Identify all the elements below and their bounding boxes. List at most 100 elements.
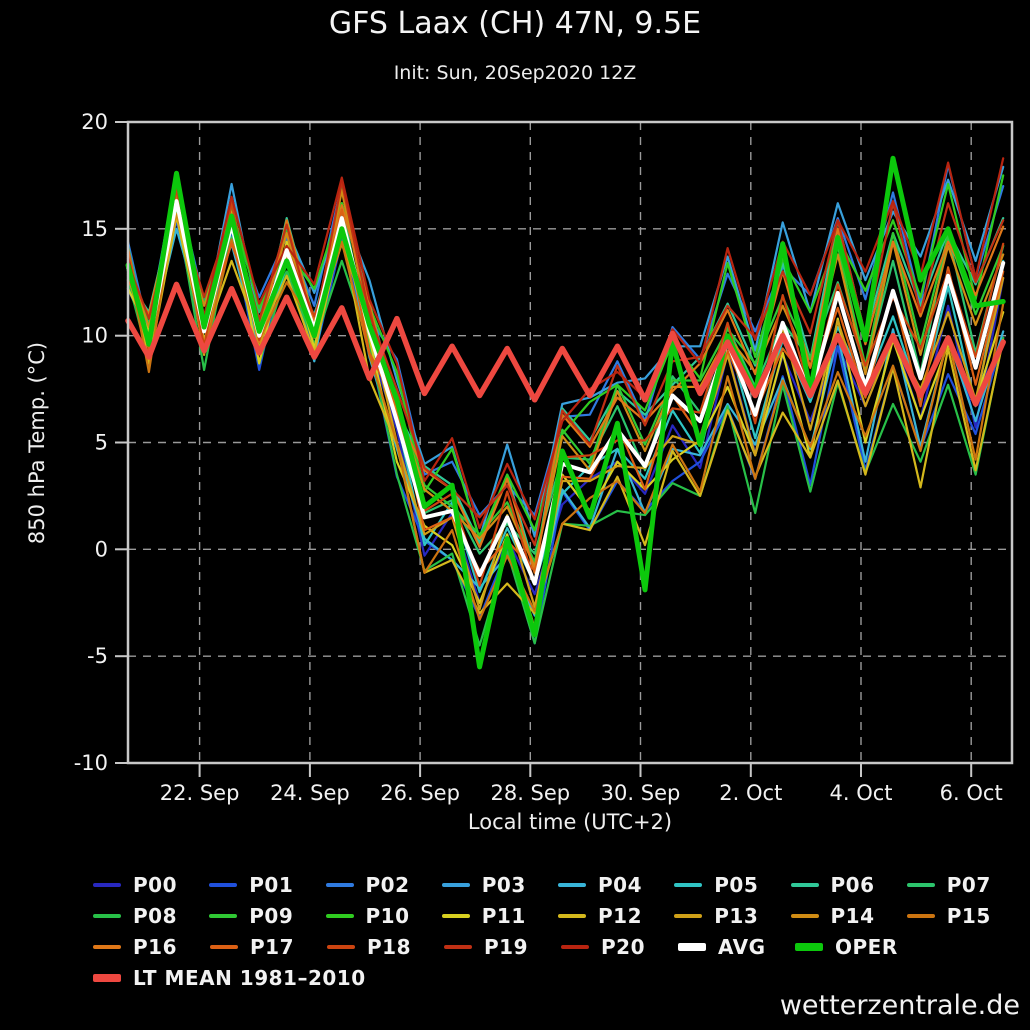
legend-item-p14: P14 bbox=[790, 903, 907, 928]
page-title: GFS Laax (CH) 47N, 9.5E bbox=[328, 6, 702, 41]
legend-line-swatch bbox=[678, 942, 706, 951]
y-tick-label: 0 bbox=[95, 537, 108, 561]
x-tick-label: 30. Sep bbox=[601, 781, 681, 805]
legend-item-p04: P04 bbox=[558, 873, 674, 897]
init-subtitle: Init: Sun, 20Sep2020 12Z bbox=[393, 62, 637, 84]
legend-label: P05 bbox=[714, 872, 759, 897]
legend-item-p06: P06 bbox=[790, 872, 907, 897]
legend-item-p18: P18 bbox=[327, 935, 444, 959]
legend-item-lt-mean-1981–2010: LT MEAN 1981–2010 bbox=[93, 966, 366, 990]
legend-line-swatch bbox=[558, 913, 586, 918]
legend-line-swatch bbox=[558, 882, 586, 887]
legend-item-p00: P00 bbox=[93, 873, 209, 897]
legend-label: P14 bbox=[830, 903, 875, 928]
legend-row: LT MEAN 1981–2010 bbox=[93, 962, 1023, 993]
legend-line-swatch bbox=[561, 944, 589, 949]
legend-row: P00 P01 P02 P03 P04 P05 P06 P07 bbox=[93, 869, 1023, 900]
legend-label: OPER bbox=[835, 934, 898, 959]
legend-label: P12 bbox=[598, 903, 642, 928]
legend-item-p12: P12 bbox=[558, 904, 674, 928]
series-line-lt-mean-1981–2010 bbox=[125, 281, 1006, 407]
legend-line-swatch bbox=[444, 944, 472, 949]
legend-line-swatch bbox=[441, 913, 470, 918]
series-line-p20 bbox=[126, 157, 1005, 530]
legend-item-p07: P07 bbox=[906, 873, 1023, 897]
y-tick-label: 5 bbox=[95, 431, 108, 455]
x-tick-label: 24. Sep bbox=[270, 781, 350, 805]
legend-label: P15 bbox=[946, 903, 991, 928]
x-tick-label: 6. Oct bbox=[940, 781, 1003, 805]
y-tick-label: 15 bbox=[81, 217, 108, 241]
legend-line-swatch bbox=[790, 913, 819, 918]
legend-line-swatch bbox=[209, 913, 238, 918]
legend-line-swatch bbox=[93, 973, 121, 982]
legend-line-swatch bbox=[327, 944, 355, 949]
legend-item-p19: P19 bbox=[444, 935, 561, 959]
legend-line-swatch bbox=[906, 913, 935, 918]
legend-line-swatch bbox=[906, 882, 935, 887]
legend-item-p13: P13 bbox=[674, 904, 790, 928]
series-line-p15 bbox=[126, 193, 1005, 621]
legend-item-p15: P15 bbox=[906, 903, 1023, 928]
legend-item-p01: P01 bbox=[209, 873, 325, 897]
legend-label: LT MEAN 1981–2010 bbox=[133, 965, 366, 990]
legend-label: P13 bbox=[714, 903, 759, 928]
legend-line-swatch bbox=[210, 944, 238, 949]
legend-row: P08 P09 P10 P11 P12 P13 P14 P15 bbox=[93, 900, 1023, 931]
legend-label: P18 bbox=[367, 934, 411, 959]
x-axis-title: Local time (UTC+2) bbox=[467, 810, 673, 834]
legend: P00 P01 P02 P03 P04 P05 P06 P07 P08 P09 P10 P11 P12 P… bbox=[93, 869, 1023, 993]
legend-label: P17 bbox=[250, 934, 294, 959]
legend-label: P19 bbox=[484, 934, 528, 959]
y-tick-label: -10 bbox=[74, 751, 108, 775]
legend-line-swatch bbox=[93, 913, 121, 918]
legend-line-swatch bbox=[93, 882, 121, 887]
legend-label: P03 bbox=[481, 872, 526, 897]
legend-label: P16 bbox=[133, 934, 177, 959]
legend-item-p11: P11 bbox=[441, 903, 558, 928]
legend-label: P01 bbox=[249, 872, 294, 897]
x-tick-label: 26. Sep bbox=[380, 781, 460, 805]
legend-label: P02 bbox=[365, 872, 410, 897]
legend-label: P00 bbox=[133, 872, 177, 897]
legend-line-swatch bbox=[93, 944, 121, 949]
legend-label: P20 bbox=[601, 934, 645, 959]
legend-line-swatch bbox=[209, 882, 238, 887]
legend-line-swatch bbox=[325, 882, 354, 887]
watermark: wetterzentrale.de bbox=[779, 990, 1020, 1021]
series-line-p17 bbox=[126, 202, 1005, 572]
legend-line-swatch bbox=[674, 882, 703, 887]
y-tick-label: 20 bbox=[81, 110, 108, 134]
legend-line-swatch bbox=[325, 913, 354, 918]
x-tick-label: 4. Oct bbox=[829, 781, 892, 805]
y-tick-label: 10 bbox=[81, 324, 108, 348]
legend-item-p02: P02 bbox=[325, 872, 442, 897]
legend-label: AVG bbox=[718, 934, 766, 959]
y-tick-label: -5 bbox=[87, 644, 108, 668]
x-tick-label: 22. Sep bbox=[160, 781, 240, 805]
legend-item-p17: P17 bbox=[210, 935, 327, 959]
legend-item-p09: P09 bbox=[209, 904, 325, 928]
legend-item-p16: P16 bbox=[93, 935, 210, 959]
legend-row: P16 P17 P18 P19 P20 AVG OPER bbox=[93, 931, 1023, 962]
legend-label: P06 bbox=[830, 872, 875, 897]
legend-item-oper: OPER bbox=[795, 935, 912, 959]
x-tick-label: 28. Sep bbox=[490, 781, 570, 805]
legend-label: P08 bbox=[133, 903, 177, 928]
legend-item-p20: P20 bbox=[561, 935, 678, 959]
y-axis-title: 850 hPa Temp. (°C) bbox=[25, 341, 49, 545]
legend-label: P04 bbox=[598, 872, 642, 897]
legend-item-p10: P10 bbox=[325, 903, 442, 928]
legend-item-p03: P03 bbox=[441, 872, 558, 897]
legend-line-swatch bbox=[790, 882, 819, 887]
x-tick-label: 2. Oct bbox=[719, 781, 782, 805]
legend-line-swatch bbox=[441, 882, 470, 887]
legend-line-swatch bbox=[674, 913, 703, 918]
legend-item-avg: AVG bbox=[678, 935, 795, 959]
series-line-oper bbox=[125, 155, 1006, 670]
legend-line-swatch bbox=[795, 942, 823, 951]
legend-item-p08: P08 bbox=[93, 904, 209, 928]
plot-border bbox=[126, 120, 1014, 765]
legend-label: P11 bbox=[481, 903, 526, 928]
legend-label: P10 bbox=[365, 903, 410, 928]
